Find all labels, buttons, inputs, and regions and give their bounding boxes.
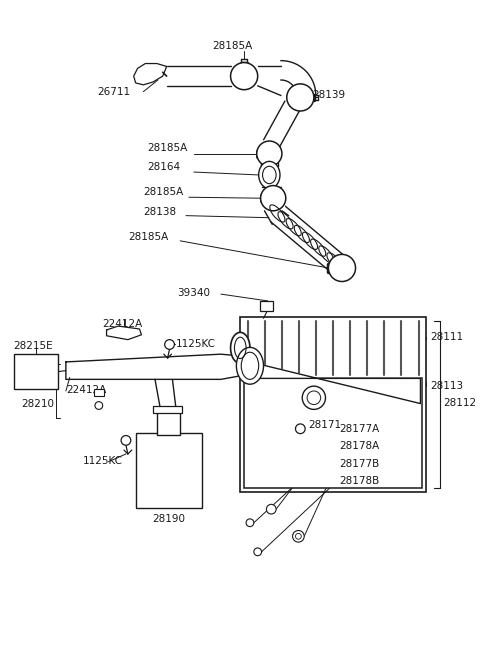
- Ellipse shape: [230, 332, 250, 363]
- Text: 28113: 28113: [430, 381, 463, 391]
- Text: 28139: 28139: [312, 89, 345, 100]
- Bar: [136, 433, 202, 509]
- Circle shape: [293, 530, 304, 542]
- Text: 28185A: 28185A: [212, 41, 252, 51]
- Text: 22412A: 22412A: [66, 385, 106, 395]
- Circle shape: [246, 519, 254, 527]
- Text: 28164: 28164: [147, 162, 180, 172]
- Ellipse shape: [259, 162, 280, 189]
- Bar: [244, 378, 422, 488]
- Text: 28177B: 28177B: [339, 459, 379, 468]
- Circle shape: [261, 186, 286, 211]
- Polygon shape: [134, 64, 167, 85]
- Bar: [13, 354, 58, 389]
- Bar: [153, 405, 182, 413]
- Text: 28185A: 28185A: [147, 143, 188, 153]
- Text: 28190: 28190: [152, 514, 185, 524]
- Circle shape: [257, 141, 282, 166]
- Text: 28138: 28138: [144, 207, 177, 217]
- Text: 28111: 28111: [430, 332, 463, 342]
- Ellipse shape: [236, 348, 264, 384]
- Text: 28178A: 28178A: [339, 442, 379, 451]
- Text: 28177A: 28177A: [339, 424, 379, 434]
- Text: 39340: 39340: [177, 288, 210, 298]
- Text: 1125KC: 1125KC: [83, 456, 122, 466]
- Bar: [157, 411, 180, 434]
- Circle shape: [95, 401, 103, 409]
- Circle shape: [121, 436, 131, 445]
- Polygon shape: [66, 354, 242, 379]
- Text: 28171: 28171: [308, 420, 341, 430]
- Text: 26711: 26711: [97, 87, 130, 97]
- Circle shape: [254, 548, 262, 556]
- Circle shape: [328, 254, 356, 281]
- Bar: [240, 317, 426, 491]
- Text: 28112: 28112: [444, 397, 477, 407]
- Text: 28210: 28210: [21, 399, 54, 409]
- Text: 22412A: 22412A: [103, 319, 143, 329]
- Circle shape: [165, 340, 174, 350]
- Text: 28185A: 28185A: [144, 187, 184, 197]
- Polygon shape: [107, 326, 142, 340]
- Circle shape: [302, 386, 325, 409]
- Circle shape: [287, 84, 314, 111]
- Text: 28215E: 28215E: [13, 340, 53, 351]
- Text: 28178B: 28178B: [339, 476, 379, 486]
- Polygon shape: [246, 361, 420, 403]
- Circle shape: [230, 62, 258, 90]
- Text: 1125KC: 1125KC: [175, 340, 216, 350]
- Bar: [94, 389, 104, 396]
- Circle shape: [266, 505, 276, 514]
- Bar: [260, 301, 273, 311]
- Circle shape: [296, 424, 305, 434]
- Text: 28185A: 28185A: [128, 232, 168, 242]
